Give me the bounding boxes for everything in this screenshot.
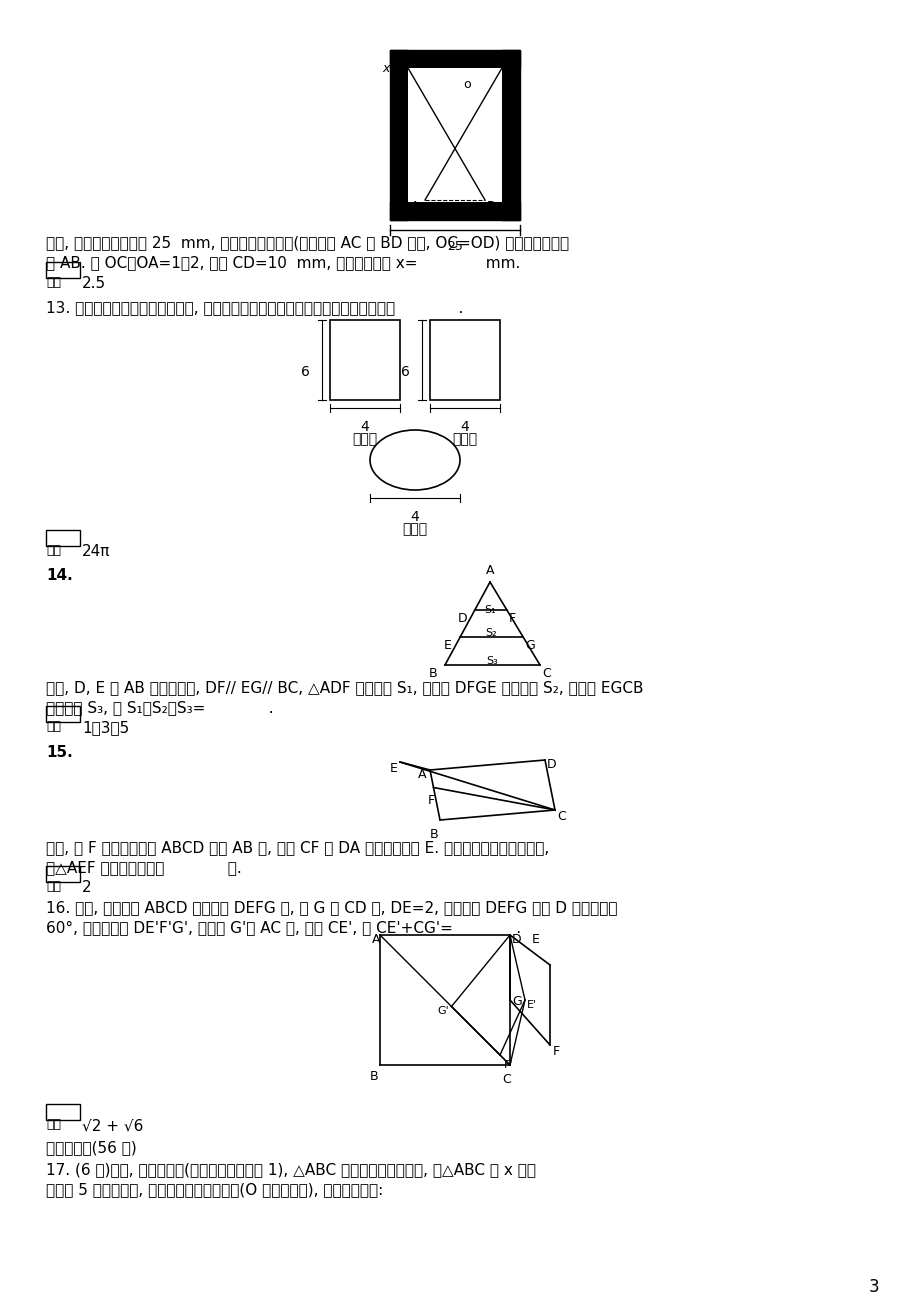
Text: S₂: S₂: [485, 629, 496, 638]
Text: 2.5: 2.5: [82, 276, 106, 292]
Text: F: F: [427, 793, 434, 806]
Text: C: C: [541, 667, 550, 680]
Text: 左视图: 左视图: [452, 432, 477, 447]
Text: 答案: 答案: [46, 720, 61, 733]
Text: E: E: [444, 639, 451, 652]
Text: D: D: [390, 60, 400, 73]
Bar: [46, 706, 80, 723]
Text: 答案: 答案: [46, 880, 61, 893]
Text: 60°, 得到正方形 DE'F'G', 此时点 G'在 AC 上, 连接 CE', 则 CE'+CG'=             .: 60°, 得到正方形 DE'F'G', 此时点 G'在 AC 上, 连接 CE'…: [46, 921, 520, 935]
Bar: [46, 530, 80, 546]
Text: 25: 25: [447, 240, 462, 253]
Text: G': G': [437, 1006, 448, 1017]
Text: 24π: 24π: [82, 544, 110, 559]
Text: 17. (6 分)如图, 在方格纸中(小正方形的边长为 1), △ABC 的三个顶点均为格点, 将△ABC 沿 x 轴向: 17. (6 分)如图, 在方格纸中(小正方形的边长为 1), △ABC 的三个…: [46, 1161, 536, 1177]
Text: 与△AEF 相似的三角形有             个.: 与△AEF 相似的三角形有 个.: [46, 861, 242, 875]
Text: C: C: [556, 810, 565, 823]
Text: 如图, 点 F 在平行四边形 ABCD 的边 AB 上, 射线 CF 交 DA 的延长线于点 E. 在不添加辅助线的情况下,: 如图, 点 F 在平行四边形 ABCD 的边 AB 上, 射线 CF 交 DA …: [46, 840, 549, 855]
Text: 三、解答题(56 分): 三、解答题(56 分): [46, 1141, 137, 1155]
Text: A: A: [410, 201, 418, 214]
Bar: [390, 202, 519, 220]
Text: 俯视图: 俯视图: [402, 522, 427, 536]
Text: D: D: [457, 612, 467, 625]
Text: x: x: [381, 62, 389, 76]
Bar: [390, 49, 519, 68]
Bar: [390, 49, 407, 220]
Text: 13. 一个几何体的三视图如图所示, 根据图中标注的数据可求得这个几何体的体积为             .: 13. 一个几何体的三视图如图所示, 根据图中标注的数据可求得这个几何体的体积为…: [46, 299, 463, 315]
Bar: [46, 866, 80, 881]
Bar: [46, 262, 80, 279]
Text: G: G: [525, 639, 535, 652]
Text: B: B: [486, 201, 495, 214]
Text: E: E: [390, 762, 397, 775]
Text: 4: 4: [410, 510, 419, 523]
Text: C: C: [504, 60, 512, 73]
Text: A: A: [417, 768, 425, 781]
Text: D: D: [512, 934, 521, 947]
Text: 16. 如图, 在正方形 ABCD 和正方形 DEFG 中, 点 G 在 CD 上, DE=2, 将正方形 DEFG 绕点 D 顺时针旋转: 16. 如图, 在正方形 ABCD 和正方形 DEFG 中, 点 G 在 CD …: [46, 900, 617, 915]
Text: S₃: S₃: [485, 656, 497, 667]
Text: 3: 3: [868, 1279, 879, 1295]
Text: B: B: [429, 828, 437, 841]
Text: A: A: [485, 564, 494, 577]
Text: √2 + √6: √2 + √6: [82, 1118, 143, 1133]
Text: 主视图: 主视图: [352, 432, 377, 447]
Text: E': E': [527, 1000, 537, 1010]
Text: 如图, 已知零件的外径为 25  mm, 现用一个交叉卡钳(两条尺长 AC 和 BD 相等, OC=OD) 量零件的内孔直: 如图, 已知零件的外径为 25 mm, 现用一个交叉卡钳(两条尺长 AC 和 B…: [46, 234, 569, 250]
Text: 答案: 答案: [46, 276, 61, 289]
Text: B: B: [369, 1070, 379, 1083]
Bar: [502, 49, 519, 220]
Text: 2: 2: [82, 880, 92, 894]
Text: 4: 4: [360, 421, 369, 434]
Text: F: F: [552, 1046, 560, 1059]
Text: 6: 6: [301, 365, 310, 379]
Text: 如图, D, E 是 AB 的三等分点, DF// EG// BC, △ADF 的面积是 S₁, 四边形 DFGE 的面积是 S₂, 四边形 EGCB: 如图, D, E 是 AB 的三等分点, DF// EG// BC, △ADF …: [46, 680, 642, 695]
Text: 6: 6: [401, 365, 410, 379]
Text: G: G: [512, 995, 521, 1008]
Text: F: F: [508, 612, 516, 625]
Text: 左平移 5 个单位长度, 根据所给的直角坐标系(O 是坐标原点), 解答下列问题:: 左平移 5 个单位长度, 根据所给的直角坐标系(O 是坐标原点), 解答下列问题…: [46, 1182, 383, 1197]
Text: D: D: [547, 758, 556, 771]
Text: 15.: 15.: [46, 745, 73, 760]
Bar: [330, 320, 400, 400]
Text: B: B: [428, 667, 437, 680]
Text: 的面积是 S₃, 则 S₁：S₂：S₃=             .: 的面积是 S₃, 则 S₁：S₂：S₃= .: [46, 700, 273, 715]
Bar: [407, 68, 502, 202]
Bar: [46, 1104, 80, 1120]
Text: 1：3：5: 1：3：5: [82, 720, 129, 736]
Text: A: A: [371, 934, 380, 947]
Text: o: o: [462, 78, 471, 91]
Text: E: E: [531, 934, 539, 947]
Text: S₁: S₁: [484, 605, 496, 616]
Text: 4: 4: [460, 421, 469, 434]
Text: 答案: 答案: [46, 544, 61, 557]
Bar: [429, 320, 499, 400]
Text: C: C: [502, 1073, 510, 1086]
Text: 答案: 答案: [46, 1118, 61, 1131]
Text: 14.: 14.: [46, 568, 73, 583]
Text: 径 AB. 若 OC：OA=1：2, 量得 CD=10  mm, 则零件的厚度 x=              mm.: 径 AB. 若 OC：OA=1：2, 量得 CD=10 mm, 则零件的厚度 x…: [46, 255, 520, 270]
Text: F': F': [504, 1060, 513, 1070]
